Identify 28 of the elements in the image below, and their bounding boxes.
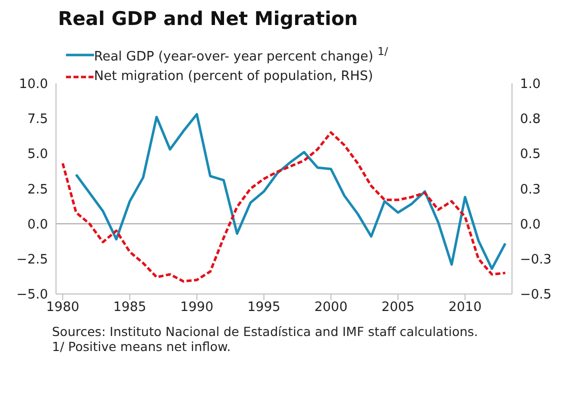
y2-tick-label: 0.8 (520, 112, 541, 128)
y-tick-label: 5.0 (27, 147, 48, 162)
y2-tick-label: 0.5 (520, 147, 541, 162)
x-tick-label: 2000 (314, 300, 348, 316)
y-tick-label: 0.0 (27, 217, 48, 232)
y-tick-label: 2.5 (27, 182, 48, 198)
y2-tick-label: 0.3 (520, 182, 541, 198)
line-series (74, 112, 507, 270)
y2-tick-label: −0.5 (520, 288, 552, 303)
line-series (61, 131, 507, 283)
y2-tick-label: −0.3 (520, 252, 552, 268)
y-tick-label: 10.0 (19, 76, 48, 92)
legend-label: Net migration (percent of population, RHS) (94, 68, 374, 86)
y2-tick-label: 0.0 (520, 217, 541, 232)
x-tick-label: 2010 (448, 300, 482, 316)
y-tick-label: 7.5 (27, 112, 48, 128)
y-tick-label: −2.5 (16, 252, 48, 268)
chart-title: Real GDP and Net Migration (58, 8, 359, 30)
y-tick-label: −5.0 (16, 288, 48, 303)
y2-tick-label: 1.0 (520, 76, 541, 92)
x-tick-label: 2005 (381, 300, 415, 316)
text: 1/ Positive means net inflow. (52, 339, 232, 354)
x-tick-label: 1990 (180, 300, 214, 316)
source-note: Sources: Instituto Nacional de Estadística and IMF staff calculations. (52, 324, 480, 339)
x-tick-label: 1980 (46, 300, 80, 316)
x-tick-label: 1985 (113, 300, 146, 316)
legend-label: Real GDP (year-over- year percent change) $^{1/}$ (94, 44, 388, 66)
x-tick-label: 1995 (247, 300, 280, 316)
